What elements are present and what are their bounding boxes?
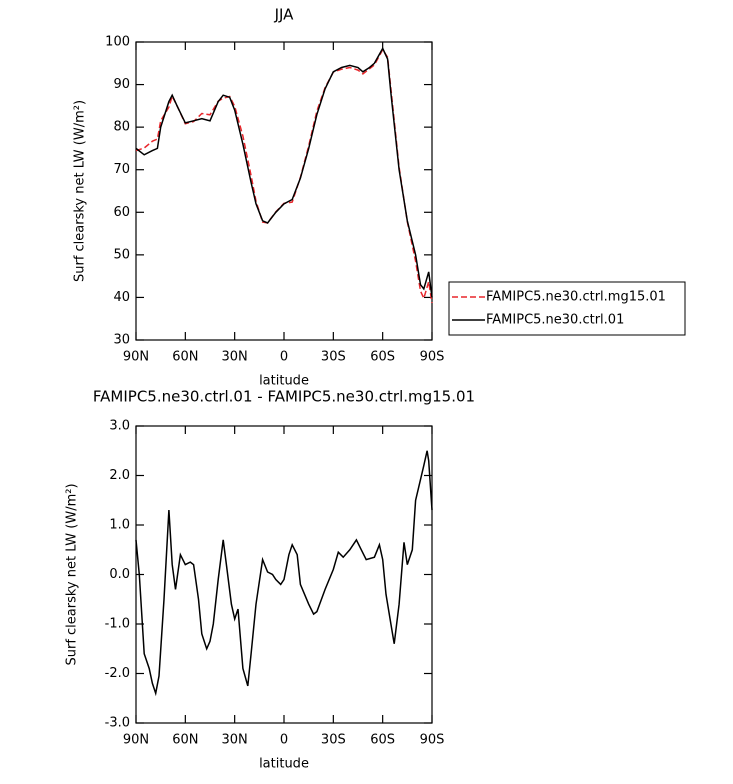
x-tick-label: 0 xyxy=(280,733,288,748)
y-tick-label: 1.0 xyxy=(109,518,130,533)
plot-frame xyxy=(135,41,433,341)
x-tick-label: 30S xyxy=(321,350,346,365)
y-axis-label: Surf clearsky net LW (W/m²) xyxy=(73,100,88,282)
x-axis-label: latitude xyxy=(259,374,309,389)
y-tick-label: 60 xyxy=(113,205,130,220)
y-tick-label: 0.0 xyxy=(109,567,130,582)
y-tick-label: 30 xyxy=(113,333,130,348)
y-tick-label: 70 xyxy=(113,162,130,177)
x-tick-label: 60N xyxy=(172,733,198,748)
y-tick-label: -3.0 xyxy=(105,716,130,731)
y-tick-label: -2.0 xyxy=(105,666,130,681)
y-axis-label: Surf clearsky net LW (W/m²) xyxy=(65,483,80,665)
y-tick-label: 40 xyxy=(113,290,130,305)
x-tick-label: 60S xyxy=(370,350,395,365)
x-tick-label: 90N xyxy=(123,733,149,748)
chart-title: FAMIPC5.ne30.ctrl.01 - FAMIPC5.ne30.ctrl… xyxy=(93,388,475,406)
legend-label: FAMIPC5.ne30.ctrl.01 xyxy=(486,313,624,328)
series-line xyxy=(135,48,433,304)
series-line xyxy=(135,46,433,298)
chart-title: JJA xyxy=(274,6,295,24)
x-tick-label: 60S xyxy=(370,733,395,748)
plot-frame xyxy=(135,425,433,724)
x-tick-label: 30N xyxy=(222,350,248,365)
legend-label: FAMIPC5.ne30.ctrl.mg15.01 xyxy=(486,290,666,305)
x-tick-label: 90S xyxy=(420,733,445,748)
x-tick-label: 30S xyxy=(321,733,346,748)
x-tick-label: 30N xyxy=(222,733,248,748)
x-tick-label: 0 xyxy=(280,350,288,365)
y-tick-label: -1.0 xyxy=(105,617,130,632)
y-tick-label: 50 xyxy=(113,247,130,262)
x-tick-label: 90N xyxy=(123,350,149,365)
y-tick-label: 90 xyxy=(113,77,130,92)
series-line xyxy=(135,450,433,697)
y-tick-label: 2.0 xyxy=(109,468,130,483)
y-tick-label: 80 xyxy=(113,120,130,135)
x-tick-label: 60N xyxy=(172,350,198,365)
y-tick-label: 100 xyxy=(105,35,130,50)
x-axis-label: latitude xyxy=(259,757,309,772)
legend-box xyxy=(448,281,686,336)
x-tick-label: 90S xyxy=(420,350,445,365)
y-tick-label: 3.0 xyxy=(109,419,130,434)
